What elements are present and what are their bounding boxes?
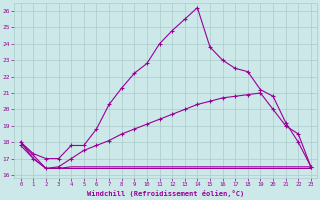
X-axis label: Windchill (Refroidissement éolien,°C): Windchill (Refroidissement éolien,°C) [87,190,244,197]
